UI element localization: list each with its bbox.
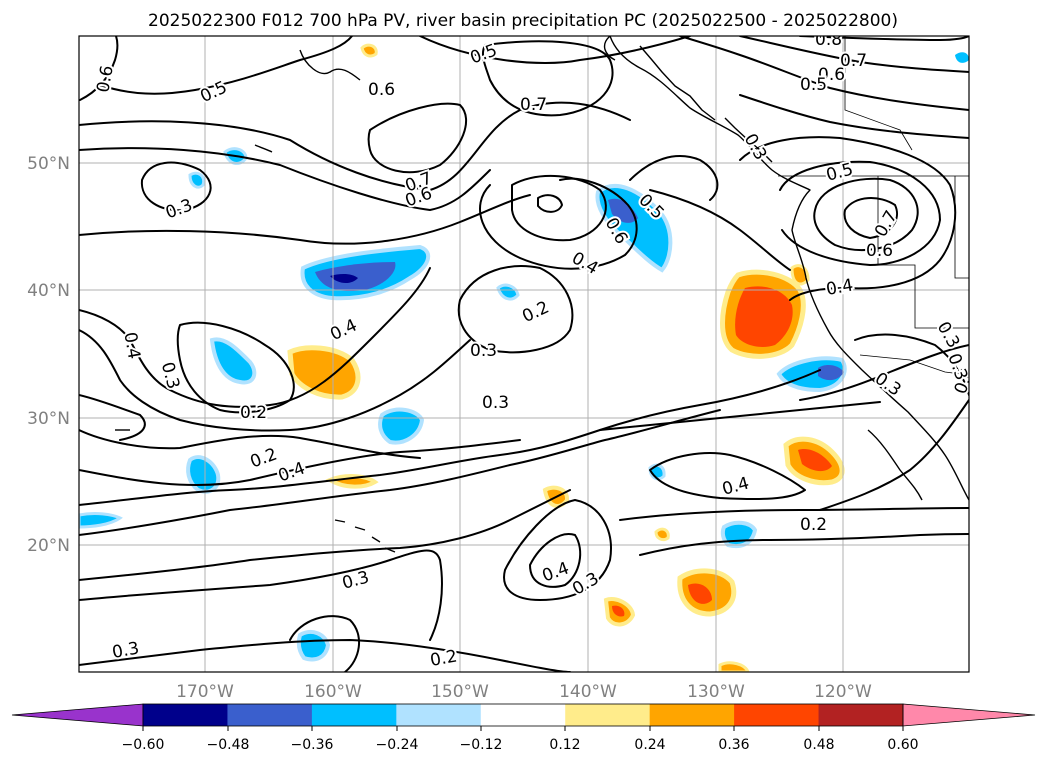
contour-label: 0.4 <box>276 458 308 486</box>
shade-region <box>688 583 712 604</box>
colorbar-tick: −0.12 <box>460 737 503 753</box>
colorbar-tick: 0.60 <box>887 737 918 753</box>
shade-region <box>818 364 844 381</box>
colorbar-tick: 0.48 <box>803 737 834 753</box>
lat-label: 30°N <box>27 409 70 429</box>
contour-label: 0.3 <box>111 639 141 663</box>
contour-label: 0.3 <box>470 341 497 361</box>
lon-label: 120°W <box>814 682 872 702</box>
contour-label: 0.3 <box>482 393 509 413</box>
lon-label: 170°W <box>176 682 234 702</box>
contour-label: 0.5 <box>800 75 827 95</box>
colorbar-tick: −0.60 <box>122 737 165 753</box>
contour-label: 0.4 <box>119 331 143 361</box>
map-title: 2025022300 F012 700 hPa PV, river basin … <box>148 11 898 31</box>
map-frame <box>78 35 970 673</box>
colorbar-segment <box>480 704 566 726</box>
contour-label: 0.5 <box>197 77 230 107</box>
colorbar-tick: −0.36 <box>291 737 334 753</box>
contour-label: 0.6 <box>818 65 845 85</box>
shade-region <box>955 52 969 63</box>
contour-label: 0.4 <box>825 276 855 300</box>
contour-label: 0.8 <box>815 30 842 50</box>
colorbar-segment <box>649 704 735 726</box>
contour-label: 0.6 <box>368 80 395 100</box>
colorbar-segment <box>227 704 313 726</box>
shade-region <box>209 337 257 385</box>
shade-region <box>296 630 331 662</box>
colorbar-segment <box>818 704 904 726</box>
contour-label: 0.4 <box>568 248 601 279</box>
shade-region <box>608 198 638 223</box>
contour-label: 0.3 <box>163 195 195 223</box>
precip-shading <box>79 43 969 672</box>
colorbar-tick: 0.24 <box>634 737 665 753</box>
contour-label: 0.2 <box>240 403 267 423</box>
colorbar-tick: −0.48 <box>207 737 250 753</box>
colorbar-tick: −0.24 <box>376 737 419 753</box>
shade-region <box>378 407 425 445</box>
colorbar: −0.60 −0.48 −0.36 −0.24 −0.12 0.12 0.24 … <box>11 703 1036 753</box>
colorbar-extend-left <box>11 703 144 727</box>
shade-region <box>718 661 750 672</box>
contour-label: 0.2 <box>800 515 827 535</box>
shade-region <box>798 449 832 472</box>
shade-region <box>720 520 758 549</box>
coastlines <box>115 36 969 553</box>
colorbar-tick: 0.12 <box>549 737 580 753</box>
contour-label: 0.2 <box>519 297 552 327</box>
map-plot-area: 0.6 0.5 0.5 0.6 0.7 0.8 0.7 0.6 0.5 0.3 … <box>79 30 969 672</box>
contour-label: 0.7 <box>520 95 547 115</box>
shade-region <box>188 171 206 189</box>
latitude-labels: 50°N 40°N 30°N 20°N <box>27 154 70 556</box>
lon-label: 160°W <box>304 682 362 702</box>
lon-label: 130°W <box>687 682 745 702</box>
colorbar-segment <box>396 704 482 726</box>
contour-label: 0.3 <box>157 360 183 391</box>
contour-label: 0.3 <box>740 130 771 163</box>
shade-region <box>496 283 520 301</box>
shade-region <box>79 512 123 529</box>
shade-region <box>735 286 793 347</box>
contour-label: 0.2 <box>429 647 459 671</box>
colorbar-segment <box>143 704 228 726</box>
shade-region <box>360 43 378 58</box>
shade-region <box>330 273 358 284</box>
contour-label: 0.7 <box>840 51 867 71</box>
lat-label: 20°N <box>27 536 70 556</box>
colorbar-tick: 0.36 <box>718 737 749 753</box>
contour-label: 0.4 <box>720 473 751 499</box>
contour-label: 0.3 <box>871 369 905 401</box>
contour-label: 0.4 <box>327 315 360 345</box>
colorbar-segments <box>143 704 904 726</box>
longitude-labels: 170°W 160°W 150°W 140°W 130°W 120°W <box>176 682 872 702</box>
colorbar-segment <box>311 704 397 726</box>
shade-region <box>287 345 361 400</box>
shade-region <box>654 527 670 542</box>
lon-label: 150°W <box>431 682 489 702</box>
lon-label: 140°W <box>559 682 617 702</box>
lat-label: 40°N <box>27 281 70 301</box>
colorbar-extend-right <box>902 703 1036 727</box>
colorbar-segment <box>734 704 820 726</box>
shade-region <box>186 455 221 494</box>
shade-region <box>612 605 625 617</box>
pv-contours <box>79 36 969 672</box>
colorbar-segment <box>565 704 651 726</box>
colorbar-tick-labels: −0.60 −0.48 −0.36 −0.24 −0.12 0.12 0.24 … <box>122 726 919 753</box>
contour-label: 0.6 <box>866 241 893 261</box>
graticule <box>79 36 969 672</box>
lat-label: 50°N <box>27 154 70 174</box>
